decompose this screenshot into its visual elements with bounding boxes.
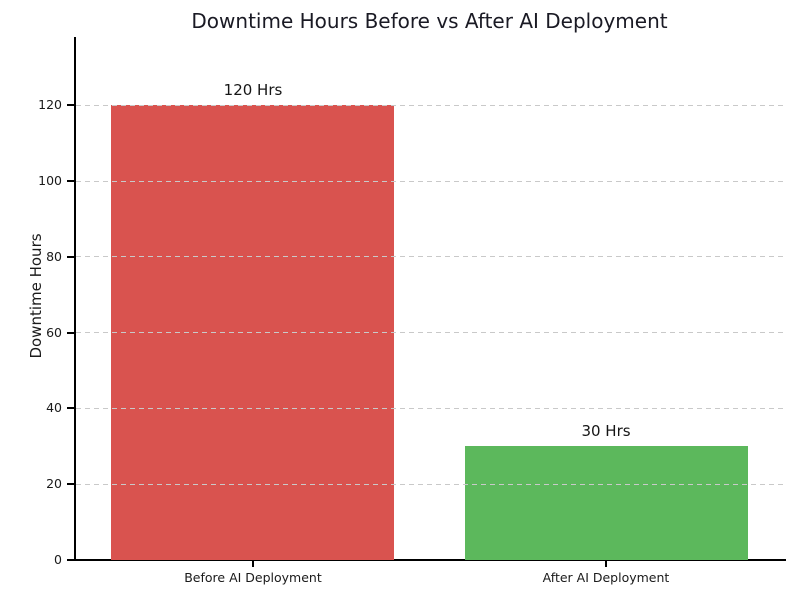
gridline-20 bbox=[76, 483, 783, 485]
y-tick-label-80: 80 bbox=[46, 248, 62, 264]
plot-area: 120 Hrs 30 Hrs bbox=[76, 37, 783, 560]
x-tick-label-before-ai-deployment: Before AI Deployment bbox=[184, 570, 322, 585]
bar-value-label-before-ai-deployment: 120 Hrs bbox=[223, 81, 283, 99]
gridline-120 bbox=[76, 104, 783, 106]
gridline-40 bbox=[76, 407, 783, 409]
y-tick-120 bbox=[67, 104, 74, 107]
grid-layer bbox=[76, 37, 783, 560]
x-tick-label-after-ai-deployment: After AI Deployment bbox=[542, 570, 670, 585]
y-tick-40 bbox=[67, 407, 74, 410]
y-tick-20 bbox=[67, 483, 74, 486]
y-tick-0 bbox=[67, 559, 74, 561]
y-tick-100 bbox=[67, 180, 74, 182]
x-axis-spine bbox=[74, 559, 786, 561]
y-tick-label-40: 40 bbox=[46, 400, 62, 416]
chart-title: Downtime Hours Before vs After AI Deploy… bbox=[191, 9, 668, 33]
y-tick-60 bbox=[67, 331, 74, 334]
y-tick-label-60: 60 bbox=[46, 324, 62, 340]
value-labels-layer: 120 Hrs 30 Hrs bbox=[76, 37, 783, 560]
y-axis-spine bbox=[74, 37, 76, 561]
y-tick-80 bbox=[67, 255, 74, 258]
x-tick-before-ai-deployment bbox=[252, 561, 254, 567]
bar-value-label-after-ai-deployment: 30 Hrs bbox=[581, 422, 631, 440]
y-tick-label-120: 120 bbox=[38, 97, 62, 113]
gridline-80 bbox=[76, 256, 783, 258]
y-tick-label-0: 0 bbox=[54, 552, 62, 567]
y-tick-label-100: 100 bbox=[38, 173, 62, 188]
x-tick-after-ai-deployment bbox=[605, 561, 607, 567]
gridline-100 bbox=[76, 180, 783, 182]
gridline-60 bbox=[76, 332, 783, 334]
bar-after-ai-deployment bbox=[465, 446, 748, 560]
y-tick-label-20: 20 bbox=[46, 476, 62, 492]
